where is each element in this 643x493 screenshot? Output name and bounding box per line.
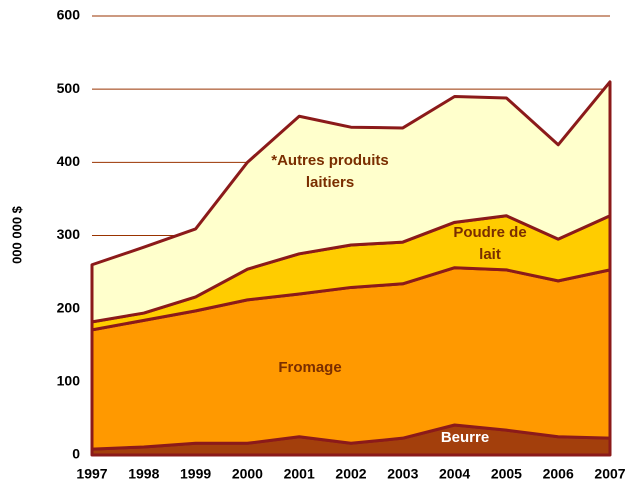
y-tick-label: 400 [57, 153, 81, 169]
y-tick-label: 500 [57, 80, 81, 96]
x-tick-label: 2005 [491, 466, 522, 482]
y-tick-label: 100 [57, 373, 81, 389]
x-tick-label: 2001 [284, 466, 315, 482]
x-tick-label: 2006 [543, 466, 574, 482]
series-label: *Autres produits laitiers [271, 152, 389, 191]
x-tick-label: 2002 [335, 466, 366, 482]
area [90, 80, 612, 324]
y-tick-label: 300 [57, 226, 81, 242]
series-label: Beurre [440, 429, 490, 446]
y-tick-label: 0 [72, 446, 80, 462]
x-tick-label: 2007 [594, 466, 625, 482]
y-tick-label: 200 [57, 299, 81, 315]
y-tick-label: 600 [57, 7, 81, 23]
y-axis-label: 000 000 $ [9, 205, 24, 264]
series-label: Fromage [278, 359, 342, 376]
x-tick-label: 1998 [128, 466, 159, 482]
x-tick-label: 1997 [76, 466, 107, 482]
x-tick-label: 2003 [387, 466, 418, 482]
x-tick-label: 2000 [232, 466, 263, 482]
series-label: Poudre de lait [453, 224, 527, 263]
x-tick-label: 2004 [439, 466, 470, 482]
x-tick-label: 1999 [180, 466, 211, 482]
